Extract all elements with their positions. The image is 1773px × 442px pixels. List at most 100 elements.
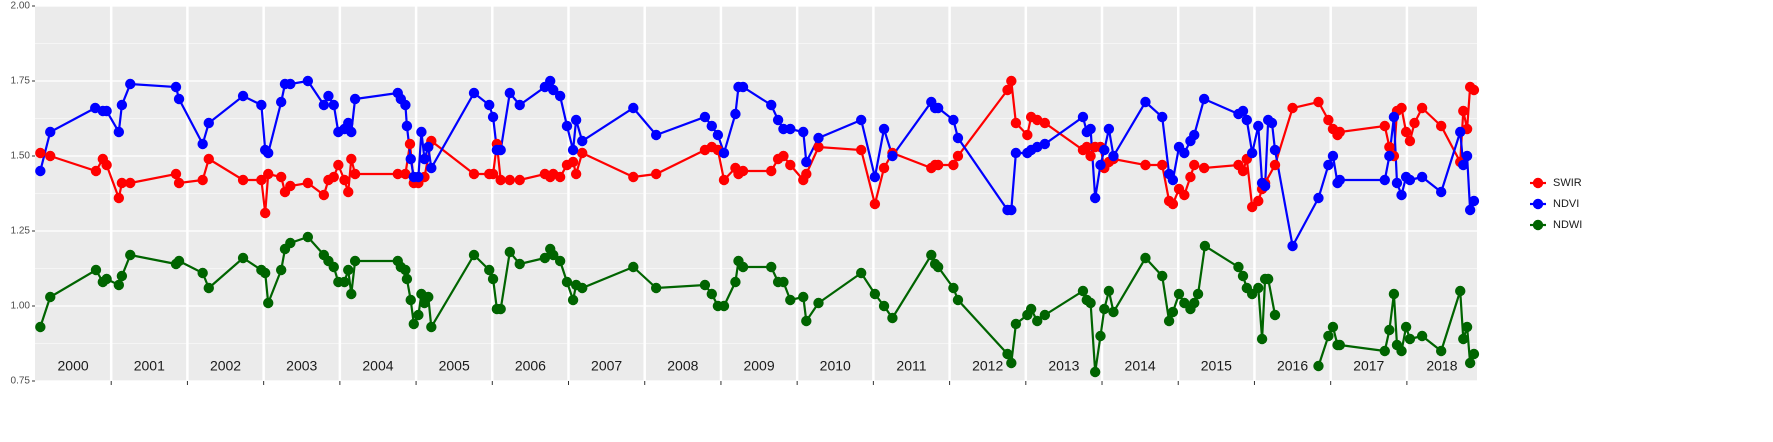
point bbox=[577, 282, 588, 294]
point bbox=[813, 141, 824, 153]
point bbox=[1468, 195, 1480, 207]
point bbox=[772, 114, 784, 126]
point bbox=[1189, 159, 1200, 171]
legend-marker bbox=[1532, 177, 1544, 189]
point bbox=[197, 267, 208, 279]
point bbox=[1379, 345, 1390, 357]
point bbox=[1157, 111, 1168, 123]
year-label: 2015 bbox=[1201, 358, 1232, 374]
point bbox=[197, 138, 208, 150]
point bbox=[401, 273, 413, 285]
point bbox=[1241, 114, 1253, 126]
point bbox=[487, 168, 499, 180]
point bbox=[1140, 159, 1151, 171]
point bbox=[1085, 150, 1096, 162]
point bbox=[413, 171, 424, 183]
point bbox=[116, 99, 128, 111]
point bbox=[785, 123, 796, 135]
point bbox=[737, 81, 749, 93]
point bbox=[561, 120, 573, 132]
point bbox=[1167, 198, 1179, 210]
point bbox=[484, 264, 495, 276]
year-label: 2002 bbox=[210, 358, 241, 374]
point bbox=[203, 282, 214, 294]
point bbox=[405, 153, 416, 165]
point bbox=[932, 102, 944, 114]
point bbox=[778, 150, 789, 162]
point bbox=[869, 198, 881, 210]
point bbox=[718, 147, 730, 159]
point bbox=[113, 126, 125, 138]
point bbox=[1313, 96, 1324, 108]
year-label: 2007 bbox=[591, 358, 622, 374]
point bbox=[1006, 357, 1017, 369]
point bbox=[125, 249, 136, 261]
point bbox=[1323, 330, 1334, 342]
point bbox=[1167, 174, 1179, 186]
point bbox=[275, 96, 287, 108]
point bbox=[514, 99, 525, 111]
point bbox=[170, 168, 182, 180]
point bbox=[45, 126, 56, 138]
point bbox=[1140, 96, 1151, 108]
point bbox=[1099, 144, 1110, 156]
point bbox=[798, 291, 809, 303]
point bbox=[1198, 93, 1210, 105]
point bbox=[1334, 339, 1346, 351]
point bbox=[1077, 111, 1089, 123]
point bbox=[887, 150, 898, 162]
point bbox=[1032, 315, 1043, 327]
point bbox=[1256, 333, 1268, 345]
point bbox=[1458, 105, 1469, 117]
point bbox=[855, 267, 867, 279]
point bbox=[343, 264, 354, 276]
point bbox=[237, 252, 249, 264]
point bbox=[548, 84, 559, 96]
point bbox=[401, 120, 413, 132]
point bbox=[170, 81, 182, 93]
point bbox=[349, 168, 361, 180]
point bbox=[932, 159, 944, 171]
point bbox=[855, 144, 867, 156]
point bbox=[567, 294, 579, 306]
point bbox=[1189, 297, 1200, 309]
point bbox=[404, 138, 416, 150]
point bbox=[1269, 309, 1281, 321]
point bbox=[487, 273, 499, 285]
point bbox=[570, 114, 582, 126]
point bbox=[1327, 321, 1339, 333]
point bbox=[1416, 330, 1428, 342]
point bbox=[628, 261, 639, 273]
point bbox=[1233, 261, 1244, 273]
point bbox=[1089, 192, 1101, 204]
point bbox=[408, 318, 419, 330]
point bbox=[1384, 150, 1395, 162]
point bbox=[650, 168, 662, 180]
point bbox=[1010, 147, 1022, 159]
point bbox=[1192, 288, 1204, 300]
point bbox=[285, 78, 296, 90]
point bbox=[1039, 309, 1051, 321]
point bbox=[1163, 315, 1175, 327]
point bbox=[259, 207, 271, 219]
year-label: 2013 bbox=[1048, 358, 1079, 374]
point bbox=[813, 297, 824, 309]
point bbox=[1077, 285, 1089, 297]
point bbox=[45, 150, 56, 162]
point bbox=[869, 171, 881, 183]
year-label: 2006 bbox=[515, 358, 546, 374]
point bbox=[426, 162, 437, 174]
point bbox=[932, 261, 944, 273]
point bbox=[263, 297, 274, 309]
point bbox=[328, 261, 339, 273]
point bbox=[1179, 147, 1190, 159]
point bbox=[423, 291, 434, 303]
point bbox=[785, 294, 796, 306]
point bbox=[1253, 195, 1264, 207]
point bbox=[1262, 273, 1274, 285]
year-label: 2018 bbox=[1426, 358, 1457, 374]
point bbox=[1085, 123, 1096, 135]
year-label: 2010 bbox=[820, 358, 851, 374]
point bbox=[1095, 159, 1106, 171]
point bbox=[263, 147, 274, 159]
